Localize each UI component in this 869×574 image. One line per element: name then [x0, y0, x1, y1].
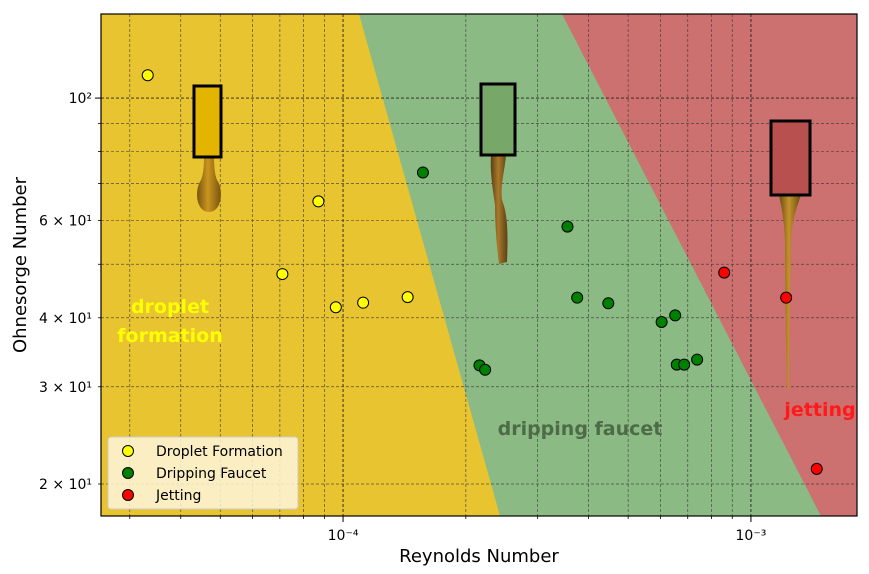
axis-ticks: 10⁻⁴ 10⁻³ 2 × 10¹ 3 × 10¹ 4 × 10¹ 6 × 10¹ 10²: [39, 91, 766, 544]
point-dripping-faucet: [678, 358, 691, 371]
y-tick-label: 2 × 10¹: [39, 477, 92, 493]
droplet-shape: [197, 157, 221, 212]
point-dripping-faucet: [602, 297, 615, 310]
point-dripping-faucet: [571, 291, 584, 304]
y-tick-label: 4 × 10¹: [39, 311, 92, 327]
point-droplet-formation: [141, 69, 154, 82]
nozzle-dripping: [479, 82, 517, 157]
y-axis-label: Ohnesorge Number: [10, 176, 31, 353]
point-dripping-faucet: [561, 220, 574, 233]
point-jetting: [810, 462, 823, 475]
label-droplet-line2: formation: [117, 325, 222, 347]
point-droplet-formation: [357, 296, 370, 309]
nozzle-illustration-jetting: [769, 119, 812, 389]
legend: Droplet Formation Dripping Faucet Jettin…: [107, 436, 299, 510]
point-droplet-formation: [276, 268, 289, 281]
point-jetting: [718, 266, 731, 279]
plot-frame: [100, 13, 858, 517]
label-droplet-line1: droplet: [131, 296, 209, 318]
legend-label-jetting: Jetting: [155, 488, 201, 504]
label-jetting: jetting: [783, 399, 855, 421]
point-dripping-faucet: [416, 166, 429, 179]
legend-marker-dripping: [122, 467, 134, 479]
point-dripping-faucet: [655, 316, 668, 329]
legend-label-dripping: Dripping Faucet: [156, 466, 267, 482]
label-dripping-faucet: dripping faucet: [498, 418, 663, 440]
x-tick-label: 10⁻⁴: [328, 528, 359, 544]
legend-marker-droplet: [122, 445, 134, 457]
point-droplet-formation: [312, 195, 325, 208]
legend-marker-jetting: [122, 489, 134, 501]
dripping-shape: [490, 155, 508, 264]
point-jetting: [780, 291, 793, 304]
point-dripping-faucet: [691, 353, 704, 366]
nozzle-jetting: [769, 119, 812, 197]
point-dripping-faucet: [669, 309, 682, 322]
jet-shape: [779, 195, 801, 389]
legend-label-droplet: Droplet Formation: [156, 444, 283, 460]
data-points: [141, 69, 823, 475]
point-droplet-formation: [329, 301, 342, 314]
y-tick-label: 10²: [69, 91, 92, 107]
nozzle-illustration-droplet: [192, 84, 223, 212]
nozzle-illustration-dripping: [479, 82, 517, 264]
point-dripping-faucet: [479, 363, 492, 376]
x-tick-label: 10⁻³: [736, 528, 767, 544]
grid-lines: [101, 14, 857, 516]
x-axis-label: Reynolds Number: [399, 546, 559, 567]
legend-box: [107, 436, 299, 510]
y-tick-label: 6 × 10¹: [39, 214, 92, 230]
point-droplet-formation: [401, 291, 414, 304]
y-tick-label: 3 × 10¹: [39, 380, 92, 396]
nozzle-droplet: [192, 84, 223, 159]
